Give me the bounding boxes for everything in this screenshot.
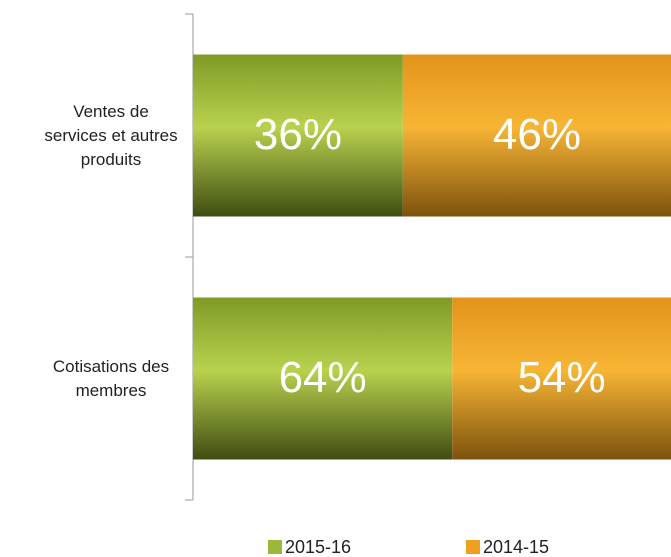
data-label: 54%	[518, 353, 606, 402]
category-label: Cotisations des membres	[52, 356, 170, 400]
category-label: Ventes de services et autres produits	[44, 101, 178, 169]
legend-swatch	[268, 540, 282, 554]
bar-segment	[193, 54, 403, 217]
legend-label: 2014-15	[483, 537, 549, 557]
data-label: 64%	[279, 353, 367, 402]
data-label: 36%	[254, 110, 342, 159]
legend-label: 2015-16	[285, 537, 351, 557]
bar-segment	[193, 297, 453, 460]
data-label: 46%	[493, 110, 581, 159]
bar-segment	[402, 54, 671, 217]
legend-swatch	[466, 540, 480, 554]
bar-segment	[452, 297, 671, 460]
